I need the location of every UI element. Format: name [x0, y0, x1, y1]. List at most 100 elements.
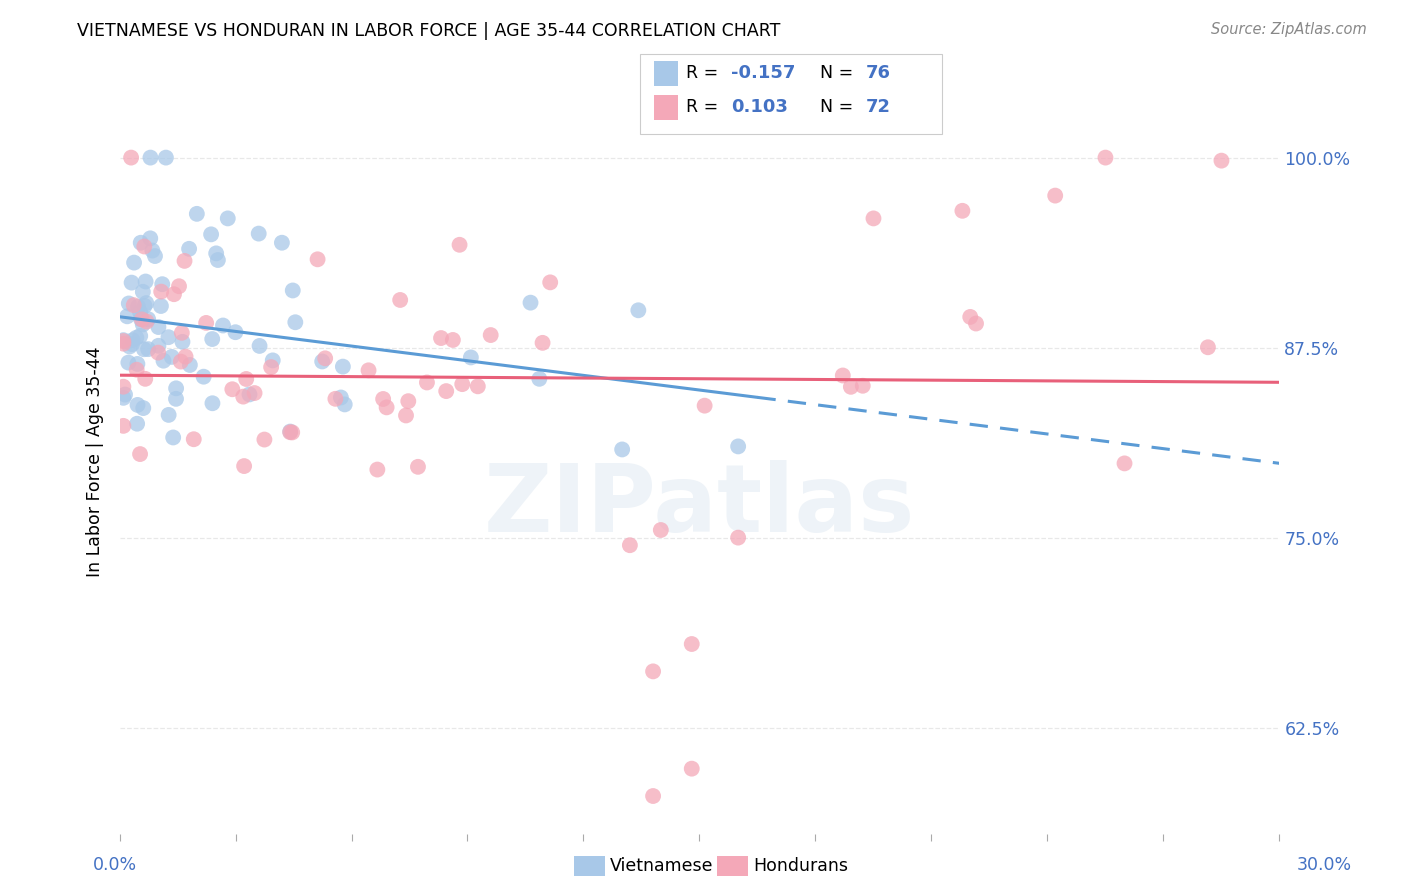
Point [127, 357, 149, 371]
Point [1094, 151, 1116, 165]
Point [406, 459, 429, 474]
Point [139, 231, 162, 245]
Point [115, 310, 138, 324]
Point [332, 359, 354, 374]
Point [122, 255, 145, 269]
Point [281, 284, 304, 298]
Point [278, 425, 301, 439]
Point [538, 276, 561, 290]
Point [134, 239, 156, 253]
Point [373, 392, 395, 406]
Point [681, 762, 703, 776]
Point [132, 401, 155, 415]
Point [862, 211, 884, 226]
Point [135, 275, 157, 289]
Point [235, 372, 257, 386]
Point [183, 432, 205, 446]
Point [121, 333, 143, 347]
Point [451, 377, 474, 392]
Point [132, 285, 155, 299]
Point [134, 299, 156, 313]
Point [852, 378, 875, 392]
Text: ZIPatlas: ZIPatlas [484, 460, 915, 552]
Point [118, 296, 141, 310]
Point [839, 380, 862, 394]
Point [129, 447, 152, 461]
Point [152, 353, 174, 368]
Point [1197, 340, 1219, 354]
Point [112, 391, 135, 405]
Text: 76: 76 [866, 64, 891, 82]
Point [430, 331, 453, 345]
Text: 30.0%: 30.0% [1296, 856, 1353, 874]
Point [121, 276, 143, 290]
Point [117, 355, 139, 369]
Point [270, 235, 294, 250]
Text: R =: R = [686, 64, 724, 82]
Point [121, 337, 143, 351]
Point [172, 334, 194, 349]
Point [217, 211, 239, 226]
Text: N =: N = [820, 98, 859, 116]
Point [207, 252, 229, 267]
Point [125, 362, 148, 376]
Point [134, 372, 156, 386]
Point [643, 789, 665, 803]
Point [205, 246, 228, 260]
Point [157, 408, 180, 422]
Text: 0.0%: 0.0% [93, 856, 138, 874]
Point [112, 334, 135, 348]
Point [281, 425, 304, 440]
Point [186, 207, 208, 221]
Point [165, 381, 187, 395]
Point [122, 298, 145, 312]
Point [1045, 188, 1067, 202]
Point [449, 237, 471, 252]
Point [112, 380, 135, 394]
Point [129, 312, 152, 326]
Text: Hondurans: Hondurans [754, 857, 849, 875]
Point [148, 345, 170, 359]
Point [136, 342, 159, 356]
Point [467, 379, 489, 393]
Point [959, 310, 981, 324]
Point [643, 665, 665, 679]
Point [1114, 456, 1136, 470]
Point [193, 369, 215, 384]
Y-axis label: In Labor Force | Age 35-44: In Labor Force | Age 35-44 [86, 346, 104, 577]
Point [693, 399, 716, 413]
Point [112, 333, 135, 347]
Point [260, 360, 283, 375]
Point [127, 417, 149, 431]
Point [173, 253, 195, 268]
Point [174, 350, 197, 364]
Point [831, 368, 853, 383]
Point [681, 637, 703, 651]
Point [311, 354, 333, 368]
Point [150, 285, 173, 299]
Point [127, 398, 149, 412]
Point [243, 386, 266, 401]
Point [170, 326, 193, 340]
Text: Source: ZipAtlas.com: Source: ZipAtlas.com [1211, 22, 1367, 37]
Point [329, 391, 352, 405]
Point [460, 351, 482, 365]
Point [132, 318, 155, 332]
Text: VIETNAMESE VS HONDURAN IN LABOR FORCE | AGE 35-44 CORRELATION CHART: VIETNAMESE VS HONDURAN IN LABOR FORCE | … [77, 22, 780, 40]
Point [952, 203, 974, 218]
Point [132, 343, 155, 357]
Point [249, 339, 271, 353]
Point [149, 299, 172, 313]
Point [155, 151, 177, 165]
Point [519, 295, 541, 310]
Point [727, 531, 749, 545]
Point [375, 401, 398, 415]
Point [201, 332, 224, 346]
Point [314, 351, 336, 366]
Point [1211, 153, 1233, 168]
Point [170, 354, 193, 368]
Point [179, 242, 201, 256]
Point [221, 382, 243, 396]
Point [141, 244, 163, 258]
Point [441, 333, 464, 347]
